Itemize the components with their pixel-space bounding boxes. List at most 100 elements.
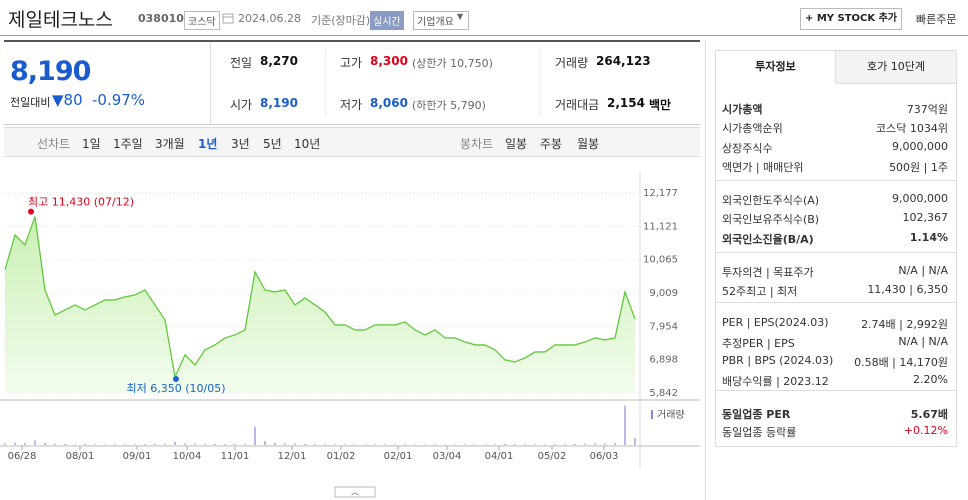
volume-bar (344, 444, 346, 445)
period-tab[interactable]: 10년 (294, 137, 321, 151)
x-tick-label: 01/02 (327, 451, 356, 462)
collapse-button[interactable] (334, 486, 376, 498)
volume-bar (464, 444, 466, 445)
volume-bar (194, 443, 196, 445)
period-tab[interactable]: 1일 (82, 137, 101, 151)
quick-order[interactable]: 빠른주문 (916, 13, 957, 26)
candle-tab[interactable]: 주봉 (540, 137, 563, 151)
volume-bar (594, 443, 596, 445)
overview-button[interactable]: 기업개요 (413, 11, 469, 30)
volume-bar (434, 444, 436, 445)
volume-bar (334, 444, 336, 445)
volume-bar (174, 441, 176, 445)
volume-bar (514, 444, 516, 445)
volume-bar (164, 443, 166, 445)
stat-value: 8,300 (370, 54, 408, 68)
row-label: 시가총액순위 (722, 122, 783, 135)
volume-bar (484, 444, 486, 445)
row-value: 102,367 (902, 211, 949, 224)
volume-bar (34, 440, 36, 445)
volume-bar (254, 426, 256, 445)
y-tick-label: 6,898 (649, 355, 678, 366)
basis: 기준(장마감) (311, 14, 371, 27)
legend-label: 거래량 (657, 409, 685, 421)
y-tick-label: 11,121 (643, 221, 678, 232)
volume-bar (474, 444, 476, 445)
low-marker (173, 375, 179, 382)
row-label: 외국인보유주식수(B) (722, 213, 820, 226)
stat-label: 전일 (230, 56, 253, 70)
price-area (5, 216, 635, 393)
row-value: 9,000,000 (892, 192, 948, 205)
legend-swatch (651, 410, 653, 419)
stock-name: 제일테크노스 (8, 9, 113, 31)
volume-bar (144, 444, 146, 445)
volume-bar (614, 443, 616, 445)
volume-bar (424, 444, 426, 445)
realtime-badge[interactable]: 실시간 (370, 11, 404, 30)
volume-bar (494, 444, 496, 445)
row-label: 외국인한도주식수(A) (722, 194, 820, 207)
volume-bar (394, 444, 396, 445)
row-label: PER | EPS(2024.03) (722, 316, 829, 329)
row-value: 2.20% (913, 373, 948, 386)
volume-bar (294, 443, 296, 445)
info-tab[interactable]: 투자정보 (716, 51, 836, 83)
row-value: 500원 | 1주 (889, 161, 948, 174)
low-label: 최저 6,350 (10/05) (126, 382, 225, 395)
volume-bar (24, 443, 26, 445)
quote-box: 8,190 전일대비 ▼80 -0.97% 전일 8,270 고가 8,300 (상한가… (4, 40, 700, 125)
period-tab[interactable]: 3개월 (155, 137, 185, 151)
row-label: PBR | BPS (2024.03) (722, 354, 834, 367)
info-tab[interactable]: 호가 10단계 (836, 51, 956, 84)
volume-bar (284, 443, 286, 445)
row-value: 1.14% (909, 231, 948, 244)
volume-bar (104, 444, 106, 445)
high-label: 최고 11,430 (07/12) (28, 196, 134, 209)
row-divider (716, 302, 956, 303)
stat-unit: 백만 (649, 98, 672, 112)
high-marker (28, 208, 34, 215)
x-tick-label: 02/01 (384, 451, 413, 462)
y-tick-label: 12,177 (643, 188, 678, 199)
period-tab[interactable]: 1주일 (113, 137, 143, 151)
x-tick-label: 04/01 (485, 451, 514, 462)
collapse-icon: ︿ (351, 488, 359, 497)
volume-bar (574, 443, 576, 445)
volume-bar (364, 444, 366, 445)
x-tick-label: 12/01 (278, 451, 307, 462)
stat-value: 8,060 (370, 96, 408, 110)
row-value: +0.12% (903, 424, 948, 437)
market-badge: 코스닥 (184, 11, 220, 30)
row-divider (716, 252, 956, 253)
price: 8,190 (10, 56, 91, 87)
candle-tab[interactable]: 일봉 (505, 137, 528, 151)
candle-tab[interactable]: 월봉 (577, 137, 600, 151)
row-divider (716, 390, 956, 391)
tab-group-label: 선차트 (37, 137, 71, 151)
row-divider (716, 180, 956, 181)
x-tick-label: 08/01 (66, 451, 95, 462)
row-value: 2.74배 | 2,992원 (861, 318, 948, 331)
row-label: 추정PER | EPS (722, 337, 795, 350)
divider (540, 50, 541, 116)
volume-bar (14, 442, 16, 445)
volume-bar (304, 443, 306, 445)
row-value: 0.58배 | 14,170원 (854, 356, 948, 369)
volume-bar (564, 444, 566, 445)
period-tabs: 선차트 1일 1주일 3개월 1년 3년 5년 10년 봉차트 일봉 주봉 월봉 (4, 127, 700, 157)
volume-bar (374, 444, 376, 445)
stat-label: 거래대금 (555, 98, 600, 112)
period-tab[interactable]: 5년 (263, 137, 282, 151)
volume-bar (74, 444, 76, 445)
my-stock-button[interactable]: + MY STOCK 추가 (800, 8, 902, 30)
volume-bar (84, 444, 86, 445)
divider (210, 42, 211, 124)
stat-note: (상한가 10,750) (412, 57, 493, 70)
period-tab[interactable]: 1년 (198, 137, 218, 151)
period-tab[interactable]: 3년 (231, 137, 250, 151)
volume-bar (554, 444, 556, 445)
volume-bar (4, 443, 6, 445)
invest-box: 투자정보 호가 10단계 시가총액 737억원 시가총액순위 코스닥 1034위 상장주식수… (715, 50, 957, 447)
